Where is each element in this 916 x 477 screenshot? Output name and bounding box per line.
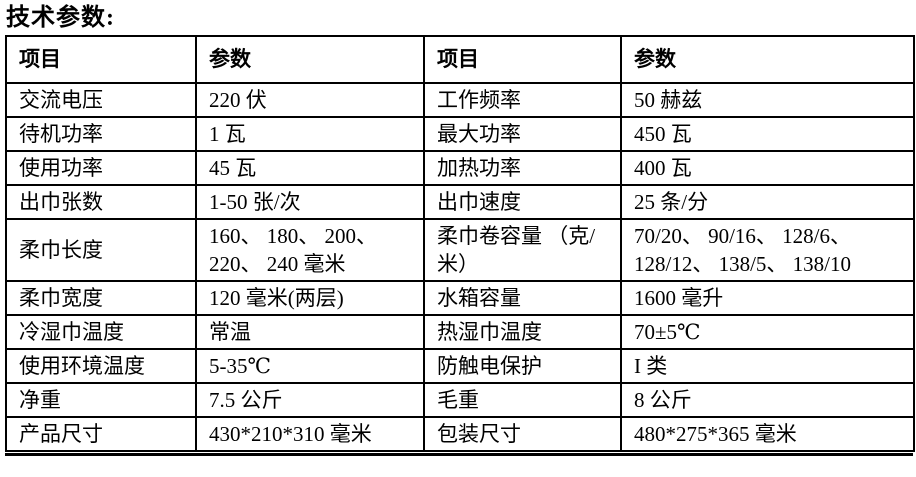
table-row: 交流电压 220 伏工作频率 50 赫兹 xyxy=(5,82,915,118)
item-cell: 产品尺寸 xyxy=(5,416,197,452)
table-row: 待机功率 1 瓦最大功率 450 瓦 xyxy=(5,116,915,152)
item-cell: 使用环境温度 xyxy=(5,348,197,384)
table-row: 出巾张数 1-50 张/次 出巾速度 25 条/分 xyxy=(5,184,915,220)
item-cell: 交流电压 xyxy=(5,82,197,118)
header-param-right: 参数 xyxy=(620,35,915,84)
item-cell: 柔巾宽度 xyxy=(5,280,197,316)
item-cell: 最大功率 xyxy=(423,116,622,152)
spec-table-body: 交流电压 220 伏工作频率 50 赫兹 待机功率 1 瓦最大功率 450 瓦使用功率 45… xyxy=(5,82,915,452)
value-cell: 450 瓦 xyxy=(620,116,915,152)
value-cell: 45 瓦 xyxy=(195,150,425,186)
spec-table: 项目 参数 项目 参数 交流电压 220 伏工作频率 50 赫兹 待机功率 1 瓦最大功… xyxy=(5,35,915,452)
item-cell: 防触电保护 xyxy=(423,348,622,384)
value-cell: 8 公斤 xyxy=(620,382,915,418)
table-row: 冷湿巾温度 常温 热湿巾温度 70±5℃ xyxy=(5,314,915,350)
item-cell: 冷湿巾温度 xyxy=(5,314,197,350)
header-item-left: 项目 xyxy=(5,35,197,84)
page-title: 技术参数: xyxy=(6,5,115,31)
value-cell: 70±5℃ xyxy=(620,314,915,350)
item-cell: 工作频率 xyxy=(423,82,622,118)
value-cell: 160、 180、 200、 220、 240 毫米 xyxy=(195,218,425,282)
table-row: 产品尺寸 430*210*310 毫米 包装尺寸 480*275*365 毫米 xyxy=(5,416,915,452)
item-cell: 出巾张数 xyxy=(5,184,197,220)
value-cell: 7.5 公斤 xyxy=(195,382,425,418)
table-row: 使用功率 45 瓦加热功率 400 瓦 xyxy=(5,150,915,186)
next-row-cutoff-border xyxy=(5,453,913,456)
value-cell: 5-35℃ xyxy=(195,348,425,384)
table-row: 净重 7.5 公斤 毛重 8 公斤 xyxy=(5,382,915,418)
value-cell: 25 条/分 xyxy=(620,184,915,220)
header-row: 项目 参数 项目 参数 xyxy=(5,35,915,84)
value-cell: 50 赫兹 xyxy=(620,82,915,118)
value-cell: 1-50 张/次 xyxy=(195,184,425,220)
item-cell: 毛重 xyxy=(423,382,622,418)
header-param-left: 参数 xyxy=(195,35,425,84)
value-cell: 400 瓦 xyxy=(620,150,915,186)
header-item-right: 项目 xyxy=(423,35,622,84)
item-cell: 包装尺寸 xyxy=(423,416,622,452)
table-row: 柔巾长度 160、 180、 200、 220、 240 毫米 柔巾卷容量 （克/米… xyxy=(5,218,915,282)
value-cell: 120 毫米(两层) xyxy=(195,280,425,316)
value-cell: 430*210*310 毫米 xyxy=(195,416,425,452)
value-cell: 480*275*365 毫米 xyxy=(620,416,915,452)
item-cell: 热湿巾温度 xyxy=(423,314,622,350)
table-row: 柔巾宽度 120 毫米(两层) 水箱容量 1600 毫升 xyxy=(5,280,915,316)
value-cell: I 类 xyxy=(620,348,915,384)
item-cell: 水箱容量 xyxy=(423,280,622,316)
value-cell: 1 瓦 xyxy=(195,116,425,152)
item-cell: 待机功率 xyxy=(5,116,197,152)
spec-table-header: 项目 参数 项目 参数 xyxy=(5,35,915,84)
value-cell: 1600 毫升 xyxy=(620,280,915,316)
item-cell: 柔巾长度 xyxy=(5,218,197,282)
item-cell: 使用功率 xyxy=(5,150,197,186)
item-cell: 加热功率 xyxy=(423,150,622,186)
item-cell: 净重 xyxy=(5,382,197,418)
value-cell: 70/20、 90/16、 128/6、 128/12、 138/5、 138/… xyxy=(620,218,915,282)
table-row: 使用环境温度 5-35℃ 防触电保护 I 类 xyxy=(5,348,915,384)
item-cell: 柔巾卷容量 （克/米） xyxy=(423,218,622,282)
item-cell: 出巾速度 xyxy=(423,184,622,220)
value-cell: 常温 xyxy=(195,314,425,350)
value-cell: 220 伏 xyxy=(195,82,425,118)
